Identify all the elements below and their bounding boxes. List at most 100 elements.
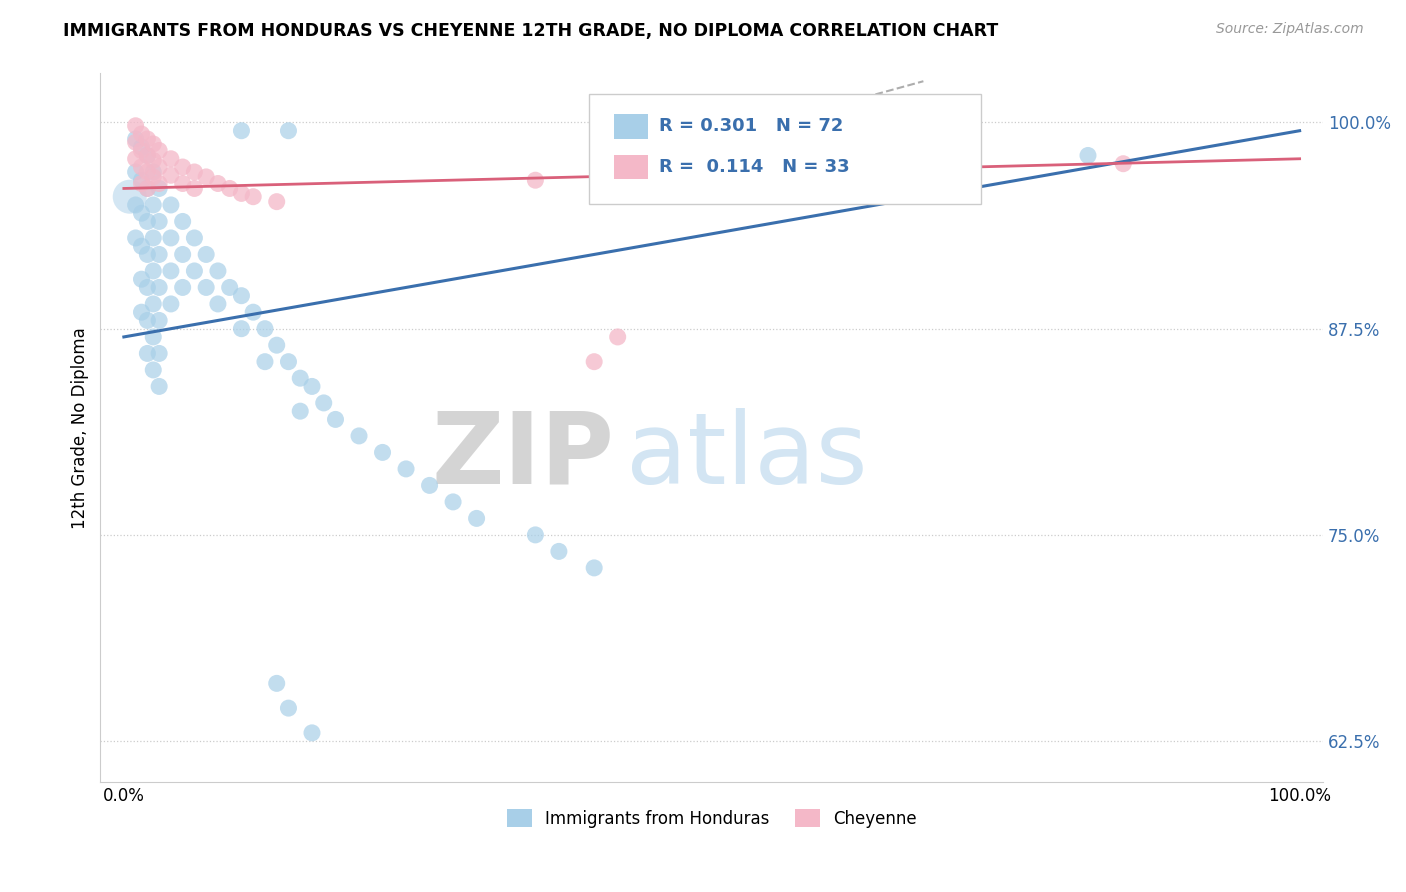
Y-axis label: 12th Grade, No Diploma: 12th Grade, No Diploma xyxy=(72,326,89,529)
Point xyxy=(1077,148,1099,162)
Point xyxy=(131,160,153,174)
Point xyxy=(195,247,218,261)
Point xyxy=(160,152,183,166)
Point xyxy=(524,528,547,542)
Point xyxy=(148,346,170,360)
Point xyxy=(207,264,229,278)
Point xyxy=(395,462,418,476)
Point xyxy=(136,132,159,146)
Point xyxy=(253,354,276,368)
Legend: Immigrants from Honduras, Cheyenne: Immigrants from Honduras, Cheyenne xyxy=(501,803,924,834)
Point xyxy=(207,297,229,311)
Point xyxy=(301,726,323,740)
FancyBboxPatch shape xyxy=(589,95,981,204)
Point xyxy=(277,124,299,138)
Point xyxy=(124,119,146,133)
Point xyxy=(131,177,153,191)
Point xyxy=(266,194,288,209)
Point xyxy=(131,173,153,187)
Point xyxy=(218,280,240,294)
Point xyxy=(266,338,288,352)
Point xyxy=(231,124,253,138)
Point xyxy=(172,280,194,294)
Point xyxy=(371,445,394,459)
Point xyxy=(242,190,264,204)
Point xyxy=(131,272,153,286)
Point xyxy=(136,148,159,162)
Point xyxy=(207,177,229,191)
Point xyxy=(172,160,194,174)
Point xyxy=(142,153,165,168)
Point xyxy=(172,177,194,191)
Point xyxy=(301,379,323,393)
Point xyxy=(231,186,253,201)
Point xyxy=(183,165,205,179)
Point xyxy=(290,404,312,418)
Point xyxy=(160,231,183,245)
Point xyxy=(231,321,253,335)
Point xyxy=(142,330,165,344)
Point xyxy=(253,321,276,335)
Point xyxy=(124,165,146,179)
Point xyxy=(131,127,153,141)
Point xyxy=(242,305,264,319)
Point xyxy=(124,132,146,146)
Point xyxy=(136,214,159,228)
Point xyxy=(266,676,288,690)
Point xyxy=(136,181,159,195)
Point xyxy=(183,231,205,245)
Point xyxy=(524,173,547,187)
Point xyxy=(142,231,165,245)
Point xyxy=(131,206,153,220)
Point xyxy=(142,264,165,278)
Point xyxy=(325,412,347,426)
Text: R =  0.114   N = 33: R = 0.114 N = 33 xyxy=(659,158,849,177)
FancyBboxPatch shape xyxy=(614,154,648,179)
Point xyxy=(548,544,571,558)
Point xyxy=(606,330,628,344)
Point xyxy=(347,429,370,443)
Point xyxy=(148,181,170,195)
Text: ZIP: ZIP xyxy=(432,408,614,505)
Point xyxy=(124,231,146,245)
Point xyxy=(183,181,205,195)
Point xyxy=(131,239,153,253)
Point xyxy=(183,264,205,278)
Point xyxy=(118,190,141,204)
Point xyxy=(172,214,194,228)
Point xyxy=(148,313,170,327)
Point xyxy=(136,280,159,294)
Point xyxy=(160,264,183,278)
Point xyxy=(160,168,183,182)
Text: IMMIGRANTS FROM HONDURAS VS CHEYENNE 12TH GRADE, NO DIPLOMA CORRELATION CHART: IMMIGRANTS FROM HONDURAS VS CHEYENNE 12T… xyxy=(63,22,998,40)
Point xyxy=(131,305,153,319)
Point xyxy=(142,169,165,184)
Point xyxy=(131,140,153,154)
Point xyxy=(142,363,165,377)
Point xyxy=(172,247,194,261)
Point xyxy=(277,354,299,368)
Point xyxy=(142,165,165,179)
Point xyxy=(142,136,165,151)
Point xyxy=(290,371,312,385)
Point xyxy=(136,247,159,261)
Point xyxy=(148,280,170,294)
Point xyxy=(148,247,170,261)
Point xyxy=(148,144,170,158)
Text: Source: ZipAtlas.com: Source: ZipAtlas.com xyxy=(1216,22,1364,37)
Point xyxy=(231,288,253,302)
Point xyxy=(583,561,606,575)
Point xyxy=(277,701,299,715)
Point xyxy=(124,135,146,149)
Point xyxy=(441,495,464,509)
Point xyxy=(583,354,606,368)
Point xyxy=(148,160,170,174)
Point xyxy=(218,181,240,195)
Point xyxy=(195,169,218,184)
Point xyxy=(148,214,170,228)
Point xyxy=(136,313,159,327)
Point xyxy=(419,478,441,492)
Point xyxy=(136,165,159,179)
Point xyxy=(131,144,153,158)
FancyBboxPatch shape xyxy=(614,114,648,139)
